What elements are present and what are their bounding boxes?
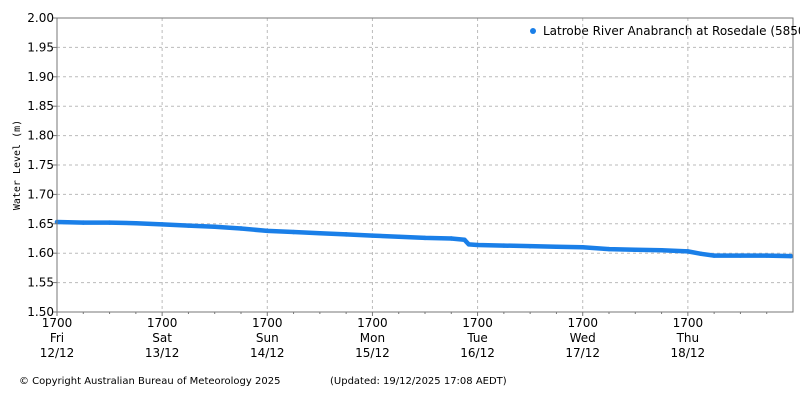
grid xyxy=(57,18,793,312)
y-tick-label: 1.60 xyxy=(27,246,54,260)
data-point xyxy=(788,253,794,259)
data-point xyxy=(238,226,244,231)
data-point xyxy=(466,242,472,247)
x-tick-label-date: 17/12 xyxy=(565,346,600,360)
data-point xyxy=(265,228,270,234)
x-tick-label-date: 13/12 xyxy=(145,346,180,360)
y-tick-label: 1.50 xyxy=(27,305,54,319)
x-tick-label-hour: 1700 xyxy=(673,316,704,330)
data-point xyxy=(133,221,139,226)
data-point xyxy=(606,246,612,252)
y-axis: 1.50 1.55 1.60 1.65 1.70 1.75 1.80 1.85 1.90 1.95… xyxy=(27,11,57,319)
x-tick-label-day: Fri xyxy=(50,331,64,345)
x-tick-label-date: 15/12 xyxy=(355,346,390,360)
y-axis-label: Water Level (m) xyxy=(12,120,23,210)
data-point xyxy=(698,251,704,256)
data-point xyxy=(186,223,191,228)
data-point xyxy=(396,234,401,239)
data-point xyxy=(462,237,467,242)
y-tick-label: 1.80 xyxy=(27,129,54,143)
x-tick-label-date: 16/12 xyxy=(460,346,495,360)
legend: Latrobe River Anabranch at Rosedale (585… xyxy=(530,24,800,38)
data-point xyxy=(370,233,375,238)
data-point xyxy=(580,245,585,250)
data-point xyxy=(291,229,296,235)
data-point xyxy=(449,236,454,241)
data-point xyxy=(343,232,349,237)
x-tick-label-hour: 1700 xyxy=(147,316,178,330)
x-axis: 1700Fri12/121700Sat13/121700Sun14/121700… xyxy=(40,312,768,360)
copyright-text: © Copyright Australian Bureau of Meteoro… xyxy=(19,376,280,387)
data-point xyxy=(475,242,480,248)
data-point xyxy=(501,243,507,248)
data-point xyxy=(107,220,112,225)
series-line xyxy=(54,219,794,259)
x-tick-label-day: Thu xyxy=(676,331,700,345)
y-tick-label: 1.90 xyxy=(27,70,54,84)
updated-text: (Updated: 19/12/2025 17:08 AEDT) xyxy=(330,376,507,387)
series-layer xyxy=(54,219,794,259)
data-point xyxy=(317,231,323,236)
x-tick-label-day: Tue xyxy=(466,331,488,345)
data-point xyxy=(212,224,217,229)
data-point xyxy=(659,248,664,253)
data-point xyxy=(738,253,743,258)
data-point xyxy=(81,220,86,225)
y-tick-label: 1.95 xyxy=(27,40,54,54)
legend-label: Latrobe River Anabranch at Rosedale (585… xyxy=(543,24,800,38)
y-tick-label: 1.55 xyxy=(27,276,54,290)
x-tick-label-day: Wed xyxy=(570,331,596,345)
x-tick-label-hour: 1700 xyxy=(42,316,73,330)
x-tick-label-day: Sat xyxy=(152,331,172,345)
y-tick-label: 2.00 xyxy=(27,11,54,25)
x-tick-label-hour: 1700 xyxy=(357,316,388,330)
data-point xyxy=(633,247,638,252)
y-tick-label: 1.65 xyxy=(27,217,54,231)
x-tick-label-date: 14/12 xyxy=(250,346,285,360)
data-point xyxy=(422,235,428,241)
x-tick-label-day: Mon xyxy=(360,331,385,345)
x-tick-label-date: 18/12 xyxy=(671,346,706,360)
legend-marker xyxy=(530,28,536,34)
x-tick-label-day: Sun xyxy=(256,331,279,345)
y-tick-label: 1.85 xyxy=(27,99,54,113)
y-tick-label: 1.75 xyxy=(27,158,54,172)
data-point xyxy=(554,244,559,249)
data-point xyxy=(159,222,165,227)
x-tick-label-hour: 1700 xyxy=(567,316,598,330)
x-tick-label-hour: 1700 xyxy=(252,316,283,330)
x-tick-label-date: 12/12 xyxy=(40,346,75,360)
y-tick-label: 1.70 xyxy=(27,187,54,201)
data-point xyxy=(685,249,691,254)
data-point xyxy=(711,253,717,258)
data-point xyxy=(764,253,769,258)
x-tick-label-hour: 1700 xyxy=(462,316,493,330)
data-point xyxy=(527,243,533,249)
